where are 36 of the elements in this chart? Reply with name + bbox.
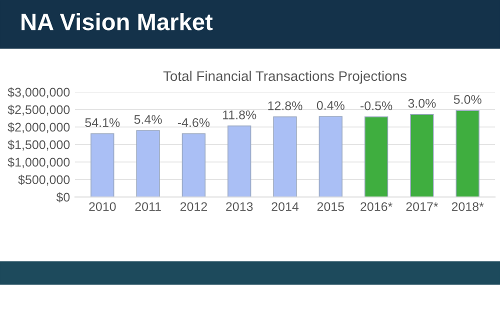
y-tick-label: $1,000,000: [8, 157, 70, 168]
x-tick-label: 2018*: [452, 202, 484, 212]
bar: [228, 126, 252, 197]
x-tick-label: 2013: [226, 202, 253, 212]
bar: [90, 133, 114, 197]
y-tick-label: $500,000: [18, 174, 70, 186]
bar: [318, 116, 342, 197]
x-tick-label: 2014: [272, 202, 299, 212]
bar: [410, 114, 434, 197]
annotation: 0.4%: [316, 101, 344, 110]
bar: [182, 133, 206, 197]
annotation: -4.6%: [178, 118, 210, 128]
y-tick-label: $2,000,000: [8, 122, 70, 134]
x-tick-label: 2015: [317, 202, 344, 212]
annotation: -0.5%: [360, 101, 392, 110]
x-tick-label: 2016*: [360, 202, 392, 212]
x-tick-label: 2010: [89, 202, 116, 212]
annotation: 3.0%: [408, 98, 436, 108]
y-tick-label: $1,500,000: [8, 140, 70, 151]
x-tick-label: 2012: [180, 202, 207, 212]
chart-title: NA Vision Market: [22, 12, 213, 30]
bar: [364, 116, 388, 197]
bar: [273, 116, 297, 197]
chart-subtitle: Total Financial Transactions Projections: [163, 70, 406, 84]
annotation: 54.1%: [85, 118, 120, 128]
bar: [136, 130, 160, 197]
annotation: 5.0%: [454, 95, 482, 104]
annotation: 12.8%: [268, 101, 302, 110]
annotation: 5.4%: [134, 115, 162, 124]
x-tick-label: 2011: [135, 202, 161, 212]
y-tick-label: $2,500,000: [8, 104, 70, 116]
x-tick-label: 2017*: [406, 202, 438, 212]
annotation: 11.8%: [223, 110, 256, 120]
y-tick-label: $0: [56, 192, 70, 202]
bar: [456, 110, 480, 197]
y-tick-label: $3,000,000: [8, 87, 70, 98]
